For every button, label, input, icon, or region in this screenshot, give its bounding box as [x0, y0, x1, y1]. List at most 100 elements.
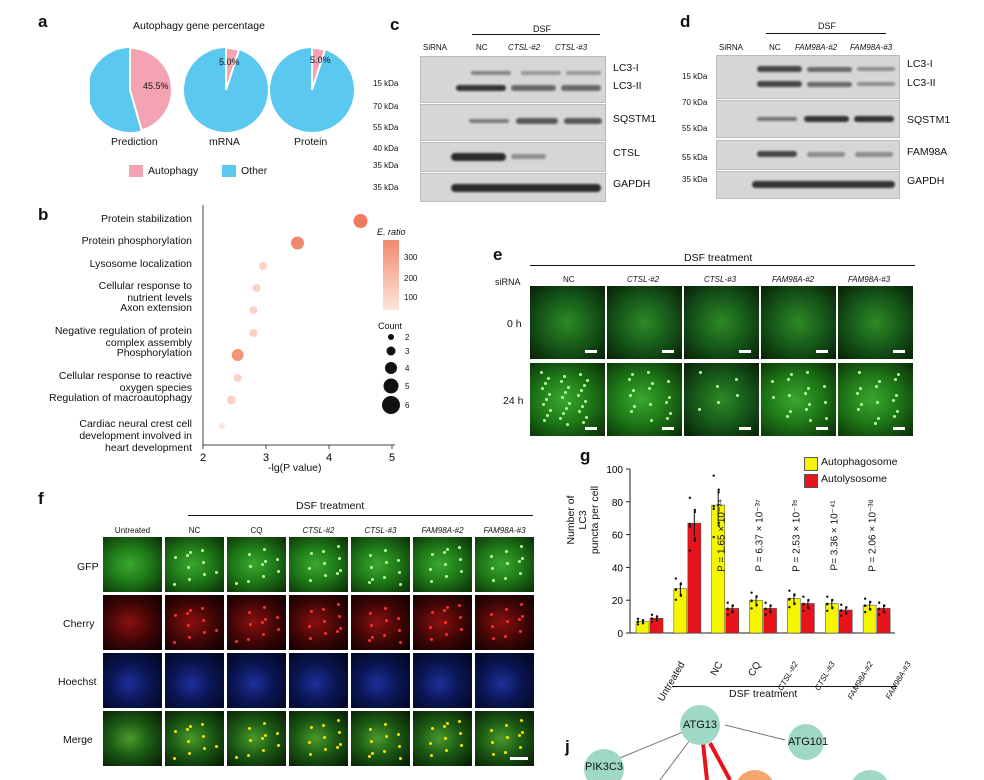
microscopy-image [165, 711, 224, 766]
microscopy-image [103, 595, 162, 650]
microscopy-image [227, 711, 286, 766]
puncta-dot [322, 724, 325, 727]
puncta-dot [173, 757, 176, 760]
data-point [840, 603, 843, 606]
puncta-dot [248, 611, 251, 614]
panel-label-b: b [38, 205, 49, 224]
scale-bar [510, 757, 528, 760]
puncta-dot [893, 415, 896, 418]
puncta-dot [444, 563, 447, 566]
puncta-dot [858, 371, 861, 374]
panel-f-column-label: FAM98A-#2 [421, 526, 464, 535]
scale-bar [816, 350, 828, 353]
puncta-dot [173, 641, 176, 644]
puncta-dot [174, 730, 177, 733]
panel-label-a: a [38, 12, 48, 31]
data-point [674, 588, 678, 592]
data-point [826, 595, 829, 598]
puncta-dot [492, 579, 495, 582]
microscopy-image [103, 653, 162, 708]
scale-bar [893, 427, 905, 430]
puncta-dot [384, 723, 387, 726]
puncta-dot [560, 380, 563, 383]
count-tick-5: 5 [405, 382, 410, 391]
puncta-dot [504, 751, 507, 754]
puncta-dot [309, 579, 312, 582]
go-term-label: Regulation of macroautophagy [48, 392, 192, 404]
microscopy-image [227, 595, 286, 650]
puncta-dot [309, 637, 312, 640]
marker-d-55a: 55 kDa [682, 124, 708, 133]
microscopy-image [289, 653, 348, 708]
puncta-dot [371, 578, 374, 581]
puncta-dot [186, 612, 189, 615]
pie-pct-prediction: 45.5% [143, 81, 169, 91]
puncta-dot [505, 608, 508, 611]
puncta-dot [446, 606, 449, 609]
puncta-dot [586, 379, 589, 382]
data-point [831, 599, 834, 602]
microscopy-image [165, 595, 224, 650]
data-point [845, 606, 848, 609]
puncta-dot [506, 736, 509, 739]
puncta-dot [445, 575, 448, 578]
puncta-dot [189, 725, 192, 728]
scale-bar [662, 427, 674, 430]
data-point [769, 611, 772, 614]
data-point [845, 612, 848, 615]
data-point [802, 609, 805, 613]
puncta-dot [856, 392, 859, 395]
data-point [755, 604, 758, 607]
puncta-dot [443, 725, 446, 728]
puncta-dot [368, 755, 371, 758]
puncta-dot [506, 620, 509, 623]
blot-c-lc3 [420, 56, 606, 103]
blot-d-label-sqstm1: SQSTM1 [907, 114, 951, 126]
dsf-group-line [672, 686, 897, 687]
data-point [731, 604, 734, 608]
lane-c-sirna: SiRNA [423, 43, 448, 52]
puncta-dot [790, 373, 793, 376]
puncta-dot [215, 629, 218, 632]
puncta-dot [249, 623, 252, 626]
puncta-dot [263, 606, 266, 609]
puncta-dot [277, 744, 280, 747]
panel-f-column-label: CTSL-#2 [302, 526, 335, 535]
microscopy-image [227, 653, 286, 708]
puncta-dot [262, 749, 265, 752]
go-term-dot [218, 423, 225, 429]
puncta-dot [650, 419, 653, 422]
data-point [655, 615, 659, 618]
pie-label-prediction: Prediction [111, 136, 158, 148]
puncta-dot [338, 615, 341, 618]
puncta-dot [459, 616, 462, 619]
puncta-dot [370, 740, 373, 743]
count-legend [382, 334, 400, 414]
dotplot-xtick-label: 2 [200, 452, 206, 464]
puncta-dot [823, 385, 826, 388]
puncta-dot [544, 382, 547, 385]
data-point [641, 622, 645, 625]
puncta-dot [565, 407, 568, 410]
go-term-label: Cellular response to nutrient levels [98, 280, 192, 304]
puncta-dot [235, 582, 238, 585]
y-tick-label: 100 [606, 465, 623, 476]
pie-slice-autophagy [311, 46, 327, 91]
data-point [882, 611, 886, 614]
puncta-dot [825, 417, 828, 420]
y-tick-label: 40 [612, 563, 624, 574]
data-point [650, 617, 654, 620]
puncta-dot [520, 603, 523, 606]
scale-bar [893, 350, 905, 353]
data-point [641, 619, 645, 622]
puncta-dot [431, 611, 434, 614]
dotplot-xtick-label: 4 [326, 452, 332, 464]
pie-slice-autophagy [225, 46, 241, 91]
data-point [793, 602, 796, 606]
ratio-colorbar [383, 240, 399, 310]
scale-bar [739, 350, 751, 353]
puncta-dot [549, 409, 552, 412]
puncta-dot [201, 549, 204, 552]
marker-d-15: 15 kDa [682, 72, 708, 81]
legend-swatch-autophagosome [804, 457, 818, 471]
